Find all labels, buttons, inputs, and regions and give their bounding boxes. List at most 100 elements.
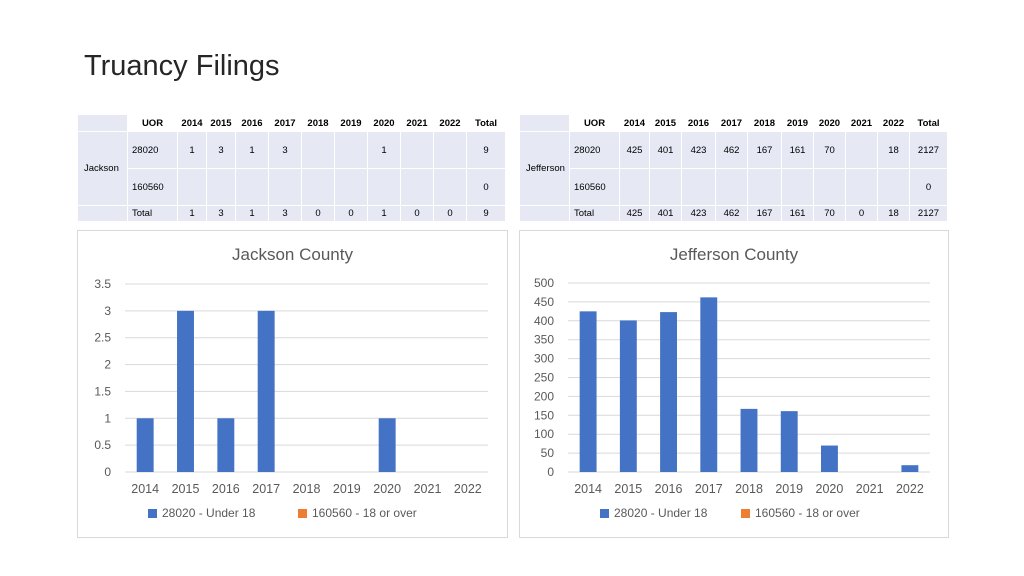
table-cell: 425 (619, 205, 650, 222)
column-header: 2022 (877, 114, 910, 132)
y-tick-label: 100 (534, 427, 554, 441)
table-cell: 2127 (909, 205, 948, 222)
x-tick-label: 2021 (414, 482, 442, 496)
chart-title: Jackson County (232, 245, 353, 264)
x-tick-label: 2021 (856, 482, 884, 496)
y-tick-label: 350 (534, 333, 554, 347)
table-cell (715, 168, 748, 206)
legend-swatch (600, 509, 609, 518)
y-tick-label: 400 (534, 314, 554, 328)
uor-cell: 28020 (569, 131, 620, 169)
total-label: Total (127, 205, 178, 222)
jackson-table: UOR 2014 2015 2016 2017 2018 2019 2020 2… (77, 114, 506, 222)
legend-swatch (741, 509, 750, 518)
column-header: 2018 (301, 114, 335, 132)
table-cell-empty (519, 205, 570, 222)
table-row: 160560 0 (520, 168, 948, 206)
x-tick-label: 2019 (333, 482, 361, 496)
table-cell: 401 (649, 131, 682, 169)
county-label: Jackson (77, 131, 128, 206)
table-total-row: Total 1 3 1 3 0 0 1 0 0 9 (77, 205, 506, 222)
column-header: 2015 (649, 114, 682, 132)
bar-series-1 (700, 297, 718, 472)
jefferson-table: UOR 2014 2015 2016 2017 2018 2019 2020 2… (519, 114, 948, 222)
y-tick-label: 0 (547, 465, 554, 479)
x-tick-label: 2020 (816, 482, 844, 496)
table-cell: 18 (877, 131, 910, 169)
legend-label: 28020 - Under 18 (614, 506, 708, 520)
table-cell (400, 168, 434, 206)
table-cell: 3 (206, 205, 236, 222)
y-tick-label: 3.5 (94, 277, 111, 291)
column-header: 2015 (206, 114, 236, 132)
column-header: 2021 (400, 114, 434, 132)
x-tick-label: 2019 (775, 482, 803, 496)
column-header: 2016 (235, 114, 269, 132)
page-title: Truancy Filings (84, 50, 280, 82)
table-cell: 167 (747, 131, 782, 169)
column-header: Total (909, 114, 948, 132)
bar-series-1 (901, 465, 919, 472)
table-cell: 3 (206, 131, 236, 169)
table-cell: 161 (781, 131, 814, 169)
column-header: 2019 (781, 114, 814, 132)
table-row: Jefferson 28020 425 401 423 462 167 161 … (519, 131, 948, 206)
x-tick-label: 2018 (293, 482, 321, 496)
legend-swatch (148, 509, 157, 518)
x-tick-label: 2014 (131, 482, 159, 496)
bar-series-1 (378, 418, 396, 472)
legend-swatch (298, 509, 307, 518)
bar-series-1 (820, 445, 838, 472)
bar-series-1 (177, 310, 194, 472)
y-tick-label: 0.5 (94, 438, 111, 452)
table-cell (877, 168, 910, 206)
bar-series-1 (217, 418, 235, 472)
legend-label: 28020 - Under 18 (162, 506, 256, 520)
y-tick-label: 150 (534, 408, 554, 422)
x-tick-label: 2020 (373, 482, 401, 496)
table-cell (301, 131, 335, 169)
table-cell: 3 (268, 205, 302, 222)
table-cell (235, 168, 269, 206)
bar-series-1 (136, 418, 154, 472)
table-cell: 2127 (909, 131, 948, 169)
table-cell (367, 168, 401, 206)
table-cell: 1 (177, 205, 207, 222)
x-tick-label: 2022 (896, 482, 924, 496)
column-header: 2022 (433, 114, 467, 132)
table-cell (400, 131, 434, 169)
column-header: 2021 (845, 114, 878, 132)
jackson-chart: Jackson County 0 0.5 1 1.5 2 2.5 3 3.5 2014 2015 20… (77, 230, 508, 538)
table-cell (433, 131, 467, 169)
y-tick-label: 1.5 (94, 384, 111, 398)
table-corner (77, 114, 128, 132)
table-cell (334, 168, 368, 206)
x-tick-label: 2017 (695, 482, 723, 496)
table-cell (845, 168, 878, 206)
table-cell: 1 (235, 131, 269, 169)
table-cell (619, 168, 650, 206)
table-cell-empty (77, 205, 128, 222)
table-cell: 18 (877, 205, 910, 222)
table-cell (206, 168, 236, 206)
table-cell: 1 (367, 205, 401, 222)
table-cell: 0 (334, 205, 368, 222)
table-cell: 0 (845, 205, 878, 222)
table-cell (268, 168, 302, 206)
table-cell: 70 (813, 205, 846, 222)
table-total-row: Total 425 401 423 462 167 161 70 0 18 21… (519, 205, 948, 222)
jefferson-chart-svg: Jefferson County 0 50 100 150 200 250 300 350 400… (534, 245, 930, 520)
column-header: 2017 (715, 114, 748, 132)
table-cell (649, 168, 682, 206)
bar-series-1 (619, 320, 637, 472)
table-cell (334, 131, 368, 169)
table-cell (681, 168, 716, 206)
table-cell: 3 (268, 131, 302, 169)
table-cell: 0 (301, 205, 335, 222)
table-cell: 0 (466, 168, 506, 206)
table-cell: 9 (466, 205, 506, 222)
y-tick-label: 200 (534, 389, 554, 403)
x-tick-label: 2016 (655, 482, 683, 496)
y-tick-label: 50 (541, 446, 555, 460)
column-header: 2014 (177, 114, 207, 132)
